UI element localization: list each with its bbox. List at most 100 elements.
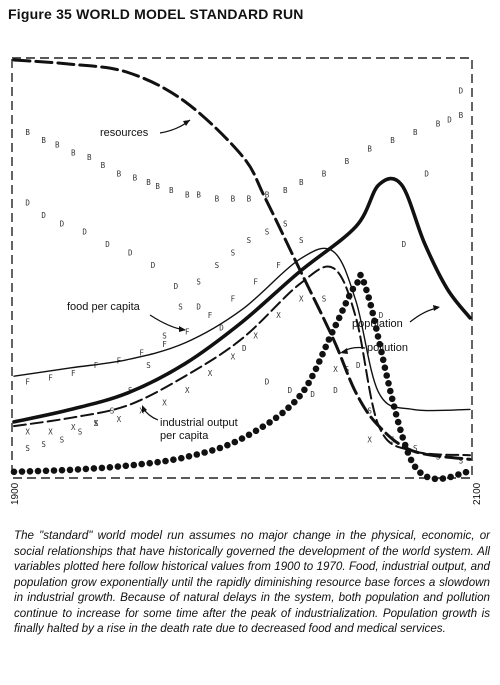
pollution-dot: [388, 395, 396, 403]
pollution-dot: [357, 271, 364, 279]
marker-s: S: [231, 249, 236, 258]
figure-title: Figure 35 WORLD MODEL STANDARD RUN: [8, 6, 304, 22]
pollution-dot: [252, 427, 260, 435]
marker-x: X: [231, 353, 236, 362]
marker-b: B: [413, 128, 418, 137]
marker-d: D: [25, 199, 30, 208]
series-line-food-per-capita: [13, 247, 471, 412]
marker-b: B: [101, 161, 106, 170]
pollution-dot: [272, 414, 280, 422]
pollution-dot: [399, 434, 407, 441]
pollution-dot: [360, 279, 368, 286]
marker-b: B: [133, 174, 138, 183]
series-line-resources: [12, 58, 472, 461]
marker-b: B: [215, 194, 220, 203]
marker-b: B: [247, 194, 252, 203]
pollution-dot: [335, 314, 343, 322]
marker-f: F: [25, 378, 30, 387]
marker-d: D: [196, 303, 201, 312]
marker-b: B: [55, 140, 60, 149]
marker-d: D: [242, 344, 247, 353]
marker-f: F: [71, 369, 76, 378]
marker-b: B: [196, 190, 201, 199]
pollution-dot: [455, 471, 462, 478]
marker-b: B: [87, 153, 92, 162]
pollution-dot: [201, 449, 208, 456]
marker-f: F: [253, 278, 258, 287]
pollution-dot: [34, 467, 42, 475]
pollution-dot: [245, 431, 253, 439]
pollution-dot: [90, 465, 98, 472]
pollution-dot: [387, 387, 394, 395]
pollution-dot: [394, 418, 402, 426]
marker-s: S: [110, 407, 115, 416]
pollution-dot: [373, 325, 380, 332]
marker-b: B: [322, 170, 327, 179]
marker-b: B: [155, 182, 160, 191]
pollution-dot: [193, 451, 201, 458]
marker-f: F: [162, 340, 167, 349]
pollution-dot: [82, 465, 90, 473]
marker-s: S: [322, 294, 327, 303]
marker-x: X: [367, 436, 372, 445]
marker-x: X: [185, 386, 190, 395]
pollution-dot: [407, 456, 415, 464]
pollution-dot: [216, 444, 224, 452]
marker-b: B: [436, 120, 441, 129]
pollution-dot: [401, 441, 409, 449]
pollution-dot: [266, 419, 273, 426]
pollution-dot: [238, 435, 246, 442]
pollution-dot: [42, 467, 50, 475]
marker-d: D: [60, 219, 65, 228]
marker-b: B: [71, 149, 76, 158]
pollution-dot: [66, 466, 74, 474]
pollution-dot: [376, 340, 384, 348]
pollution-dot: [301, 386, 308, 394]
marker-b: B: [265, 190, 270, 199]
marker-s: S: [41, 440, 46, 449]
marker-x: X: [25, 427, 30, 436]
marker-s: S: [265, 228, 270, 237]
marker-s: S: [283, 219, 288, 228]
marker-b: B: [169, 186, 174, 195]
pollution-dot: [138, 460, 145, 468]
pollution-dot: [385, 380, 392, 387]
marker-s: S: [178, 303, 183, 312]
pollution-dot: [379, 356, 387, 364]
pollution-dot: [291, 398, 298, 406]
pollution-dot: [325, 336, 333, 343]
pollution-dot: [371, 317, 378, 325]
marker-d: D: [333, 386, 338, 395]
series-line-population: [12, 176, 472, 424]
marker-x: X: [162, 398, 167, 407]
marker-s: S: [78, 427, 83, 436]
pollution-dot: [462, 468, 470, 476]
marker-b: B: [231, 194, 236, 203]
marker-x: X: [208, 369, 213, 378]
marker-d: D: [288, 386, 293, 395]
marker-d: D: [356, 361, 361, 370]
pollution-dot: [374, 333, 382, 340]
pollution-dot: [162, 457, 169, 465]
figure-caption: The "standard" world model run assumes n…: [14, 529, 490, 635]
marker-s: S: [459, 457, 464, 466]
pollution-dot: [209, 447, 216, 454]
marker-x: X: [139, 407, 144, 416]
marker-b: B: [117, 170, 122, 179]
marker-s: S: [215, 261, 220, 270]
label-pollution: pollution: [367, 342, 408, 354]
marker-x: X: [299, 294, 304, 303]
pollution-dot: [231, 438, 239, 446]
marker-x: X: [117, 415, 122, 424]
pollution-dot: [354, 279, 361, 286]
marker-b: B: [367, 145, 372, 154]
marker-d: D: [424, 170, 429, 179]
pollution-dot: [378, 348, 385, 356]
marker-d: D: [174, 282, 179, 291]
pollution-dot: [329, 329, 336, 336]
pollution-dot: [50, 467, 58, 474]
marker-s: S: [94, 419, 99, 428]
plot-frame: [11, 57, 473, 479]
